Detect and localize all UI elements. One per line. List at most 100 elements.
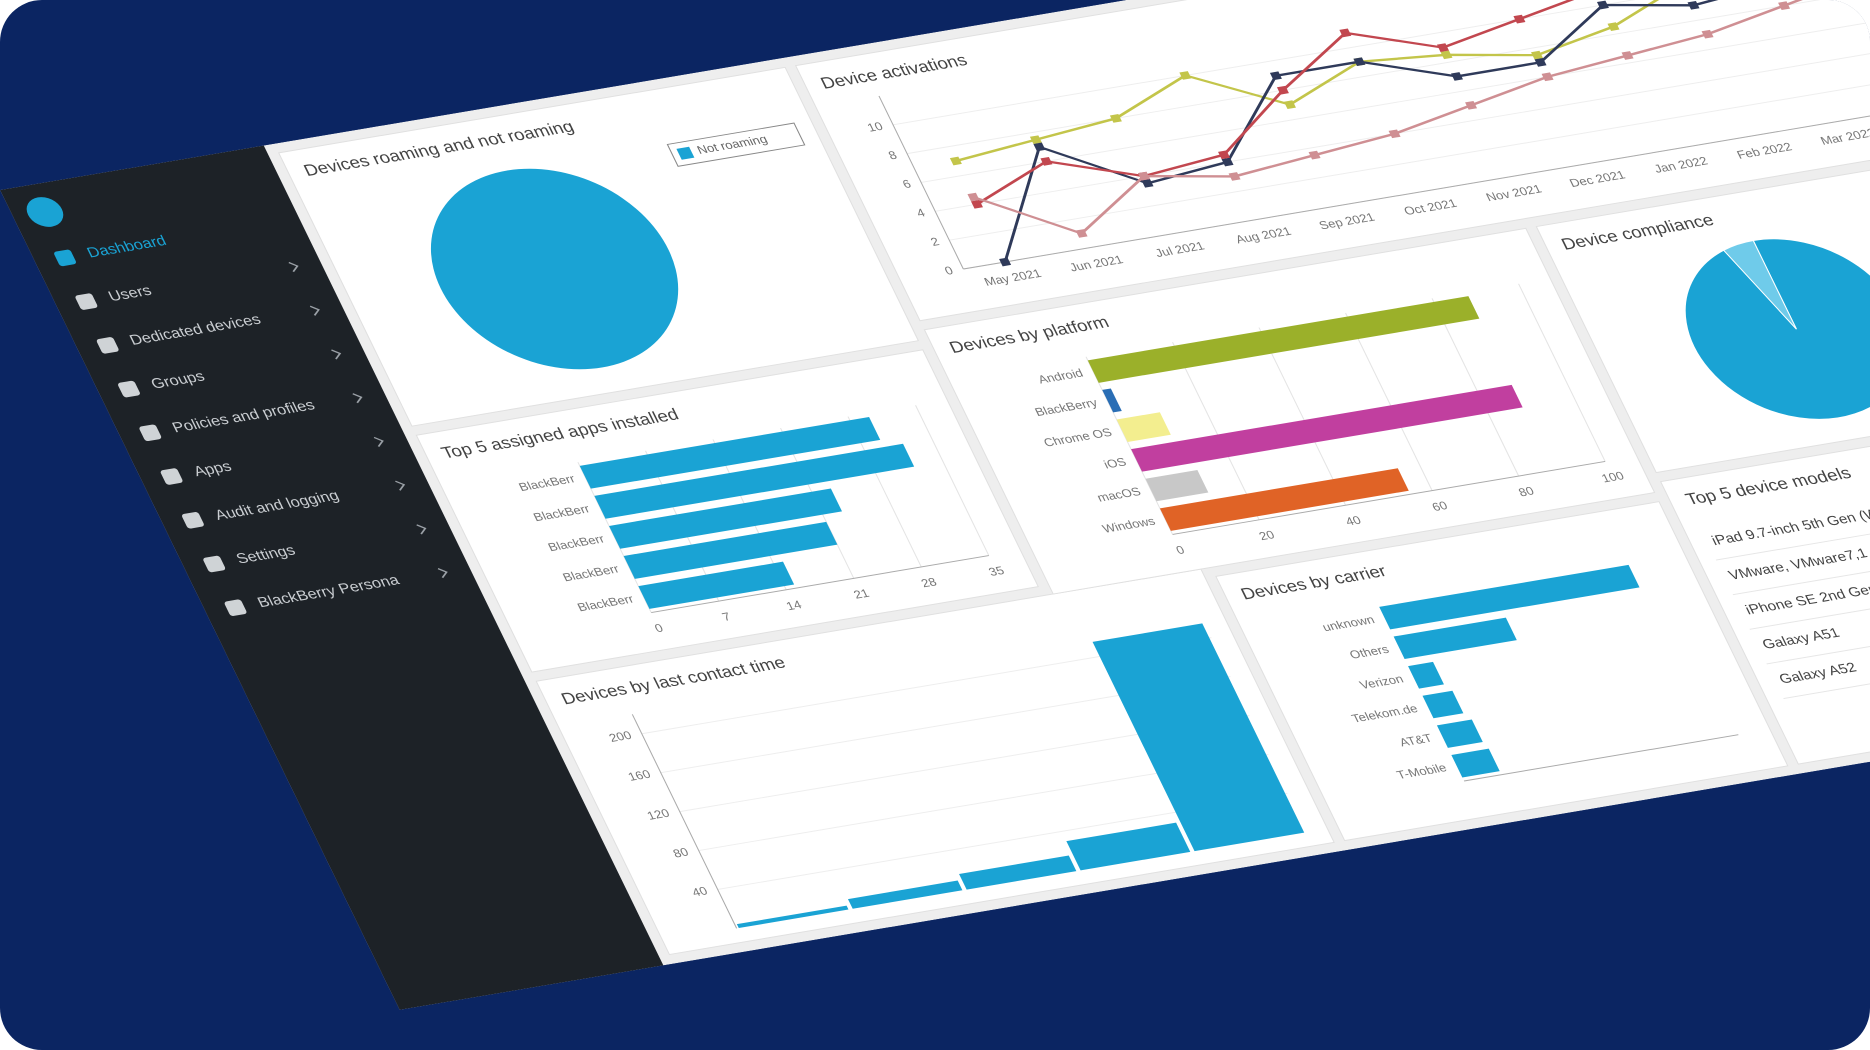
pie-slice bbox=[430, 168, 679, 370]
y-tick-label: 160 bbox=[626, 768, 653, 784]
separator bbox=[1783, 621, 1870, 699]
line-point bbox=[1701, 29, 1714, 39]
line-point bbox=[1033, 142, 1046, 152]
line-point bbox=[1339, 28, 1352, 38]
axis bbox=[1463, 734, 1739, 782]
bar bbox=[1451, 748, 1500, 778]
nav-item[interactable]: Users bbox=[106, 283, 155, 305]
nav-icon bbox=[54, 249, 76, 267]
line-point bbox=[1040, 156, 1053, 166]
line-point bbox=[1451, 72, 1464, 81]
line-point bbox=[1029, 135, 1042, 145]
bar bbox=[1092, 623, 1305, 852]
line-point bbox=[1218, 150, 1231, 160]
bar bbox=[1145, 469, 1209, 502]
pie-slice bbox=[1722, 239, 1797, 330]
bar bbox=[1116, 412, 1171, 443]
bar bbox=[1422, 690, 1464, 719]
line-point bbox=[1541, 72, 1554, 82]
x-tick-label: 35 bbox=[986, 564, 1006, 579]
category-label: Others bbox=[1347, 643, 1391, 662]
bar bbox=[959, 855, 1077, 890]
nav-icon bbox=[96, 337, 119, 354]
bar bbox=[1408, 661, 1444, 689]
nav-icon bbox=[182, 512, 204, 529]
bar bbox=[594, 443, 915, 519]
line-point bbox=[1534, 58, 1547, 67]
line-series bbox=[955, 0, 1854, 163]
bar bbox=[638, 561, 795, 609]
chevron bbox=[437, 568, 448, 579]
line-point bbox=[1778, 1, 1791, 11]
grid-line bbox=[920, 12, 1870, 183]
bar bbox=[736, 905, 849, 929]
x-tick-label: 100 bbox=[1599, 469, 1626, 485]
line-point bbox=[1138, 171, 1151, 181]
y-tick-label: 10 bbox=[865, 120, 885, 135]
logo bbox=[26, 197, 64, 227]
line-point bbox=[1353, 57, 1366, 67]
separator bbox=[1715, 483, 1870, 561]
x-tick-label: 14 bbox=[784, 598, 804, 613]
line-point bbox=[1221, 157, 1234, 167]
axis bbox=[878, 95, 964, 270]
axis bbox=[1172, 460, 1606, 535]
x-tick-label: 60 bbox=[1430, 499, 1450, 514]
x-tick-label: 28 bbox=[919, 575, 939, 590]
y-tick-label: 40 bbox=[690, 884, 710, 899]
line-series bbox=[975, 0, 1868, 206]
bar bbox=[1159, 468, 1409, 531]
line-point bbox=[1621, 51, 1634, 60]
chevron bbox=[352, 393, 363, 404]
bar bbox=[609, 488, 842, 549]
chevron bbox=[395, 480, 406, 491]
category-label: AT&T bbox=[1397, 732, 1435, 750]
line-point bbox=[1596, 0, 1609, 10]
axis bbox=[963, 99, 1870, 270]
nav-icon bbox=[160, 468, 183, 485]
grid-line bbox=[934, 41, 1870, 212]
bar bbox=[1393, 617, 1517, 660]
bar bbox=[1066, 822, 1191, 871]
separator bbox=[1749, 552, 1870, 630]
legend-box bbox=[666, 122, 806, 167]
chevron bbox=[416, 524, 427, 535]
x-tick-label: 20 bbox=[1257, 528, 1277, 543]
nav-icon bbox=[75, 293, 98, 310]
grid-line bbox=[1431, 298, 1520, 477]
bar bbox=[1436, 719, 1483, 748]
panel bbox=[1215, 501, 1789, 842]
nav-icon bbox=[118, 380, 140, 398]
sidebar bbox=[0, 145, 664, 1010]
line-point bbox=[1228, 172, 1241, 181]
line-point bbox=[1075, 229, 1088, 238]
line-point bbox=[1465, 100, 1478, 110]
x-tick-label: 21 bbox=[851, 587, 871, 602]
bar bbox=[847, 880, 963, 909]
line-point bbox=[1179, 71, 1192, 80]
line-point bbox=[1269, 71, 1282, 81]
x-tick-label: 40 bbox=[1343, 514, 1363, 529]
grid-line bbox=[1085, 356, 1174, 535]
bar bbox=[623, 521, 838, 579]
separator bbox=[1732, 517, 1870, 596]
line-point bbox=[1141, 178, 1154, 188]
line-point bbox=[999, 257, 1012, 267]
chevron bbox=[373, 436, 384, 447]
y-tick-label: 80 bbox=[671, 846, 691, 861]
line-point bbox=[1283, 100, 1296, 109]
grid-line bbox=[1172, 342, 1260, 520]
bar bbox=[1131, 384, 1523, 472]
grid-line bbox=[949, 70, 1870, 241]
line-point bbox=[1436, 43, 1449, 52]
nav-item[interactable]: Apps bbox=[191, 459, 234, 480]
bar bbox=[1379, 564, 1640, 630]
line-point bbox=[1109, 114, 1122, 123]
chevron bbox=[309, 305, 320, 316]
line-point bbox=[1531, 50, 1544, 60]
nav-icon bbox=[224, 599, 247, 616]
separator bbox=[1766, 586, 1870, 665]
y-tick-label: 120 bbox=[645, 807, 672, 823]
